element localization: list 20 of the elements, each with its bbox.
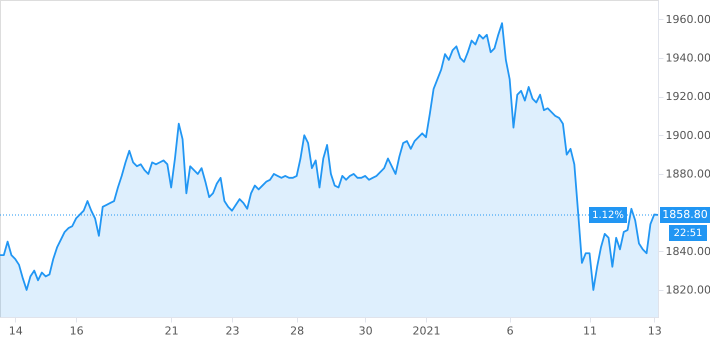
y-tick-label: 1820.00 xyxy=(666,283,710,296)
x-tick-label: 11 xyxy=(583,324,598,338)
x-tick-label: 16 xyxy=(70,324,84,338)
y-tick-label: 1940.00 xyxy=(666,51,710,64)
ref-line-label: 1858.80 xyxy=(662,208,708,221)
text: 22:51 xyxy=(674,228,702,239)
x-tick-label: 14 xyxy=(8,324,23,338)
x-tick-label: 30 xyxy=(358,324,373,338)
x-tick-label: 28 xyxy=(290,324,304,338)
x-tick-label: 23 xyxy=(226,324,240,338)
x-tick-label: 13 xyxy=(648,324,662,338)
x-tick-label: 21 xyxy=(164,324,179,338)
y-tick-label: 1900.00 xyxy=(666,128,710,142)
y-tick-label: 1920.00 xyxy=(666,90,710,104)
annotation: 1.12% xyxy=(592,210,624,221)
x-tick-label: 6 xyxy=(506,324,514,338)
y-tick-label: 1840.00 xyxy=(666,244,710,258)
y-tick-label: 1960.00 xyxy=(666,12,710,26)
y-tick-label: 1880.00 xyxy=(666,167,710,180)
x-tick-label: 2021 xyxy=(412,324,440,338)
